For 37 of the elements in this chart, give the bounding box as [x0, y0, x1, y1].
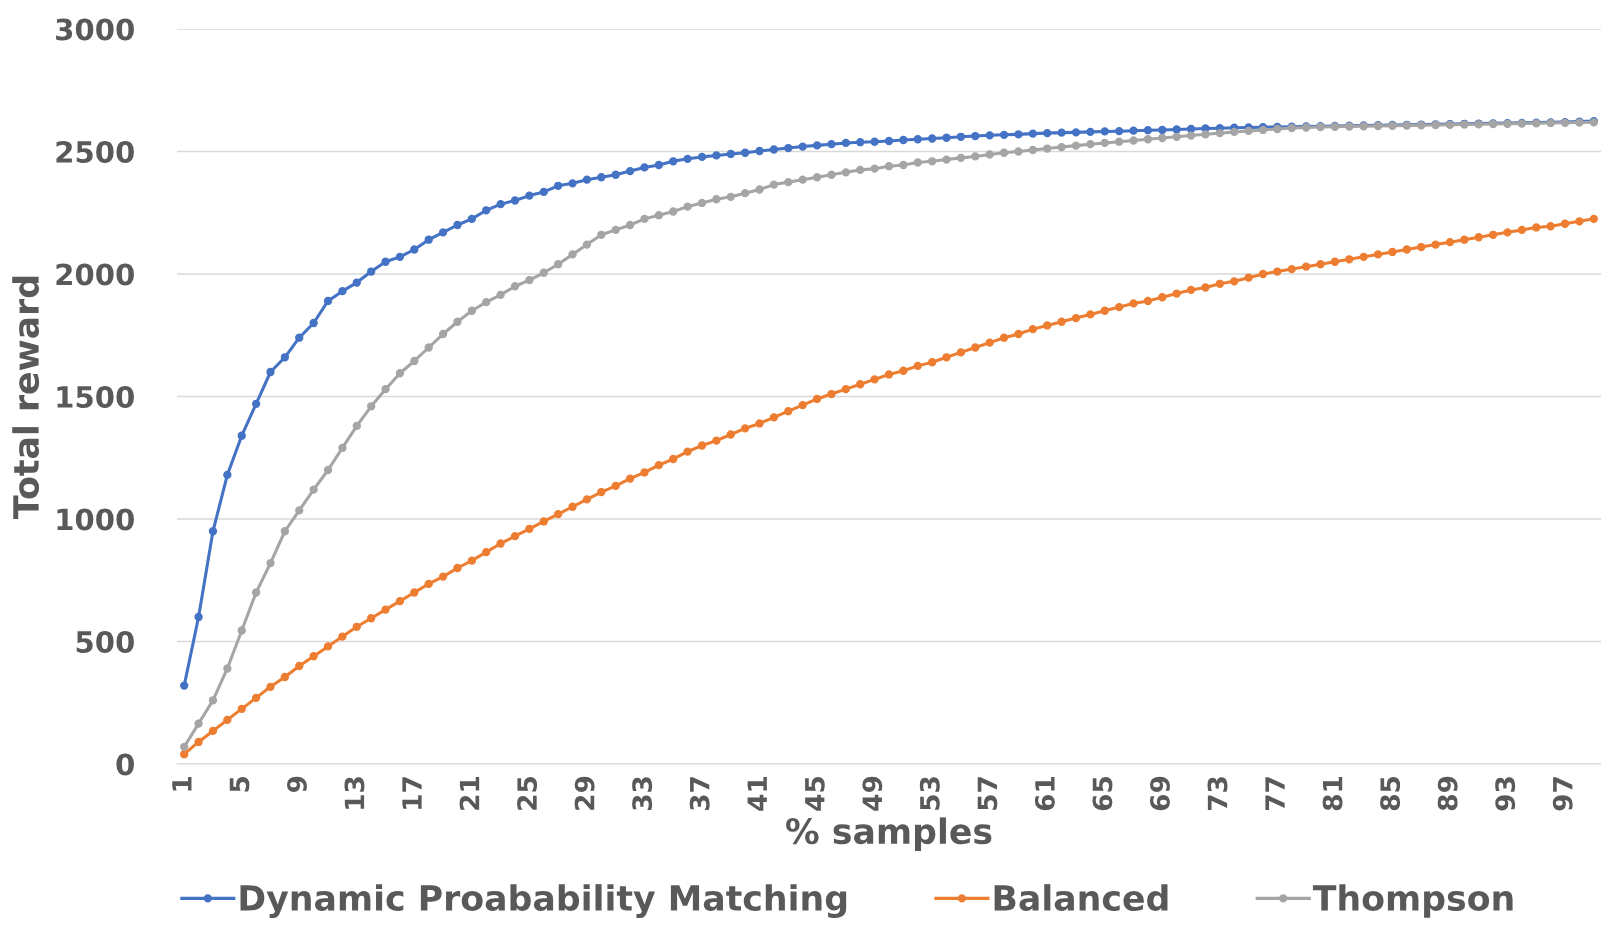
x-tick-label: 1: [172, 776, 192, 791]
y-tick-label: 0: [116, 753, 134, 776]
legend-label: Dynamic Proabability Matching: [240, 884, 847, 919]
x-tick-label: 13: [344, 777, 365, 809]
x-tick-label: 89: [1437, 776, 1458, 811]
x-axis-title: % samples: [786, 817, 992, 851]
x-tick-label: 65: [1092, 776, 1113, 811]
x-tick-label: 73: [1207, 777, 1228, 811]
x-tick-label: 93: [1495, 777, 1516, 811]
x-tick-label: 29: [574, 776, 595, 810]
y-tick-label: 2000: [56, 263, 134, 286]
x-tick-label: 21: [459, 776, 480, 810]
y-tick-label: 2500: [56, 140, 134, 163]
y-tick-label: 1000: [57, 508, 134, 531]
x-tick-label: 61: [1034, 776, 1055, 811]
x-tick-label: 77: [1265, 777, 1285, 811]
x-tick-label: 69: [1150, 776, 1170, 811]
y-tick-label: 3000: [56, 18, 134, 41]
legend-label: Balanced: [994, 884, 1168, 912]
x-tick-label: 53: [919, 777, 940, 810]
x-tick-label: 33: [632, 777, 653, 811]
x-tick-label: 49: [862, 776, 883, 811]
y-axis-title: Total reward: [12, 276, 40, 519]
x-tick-label: 17: [402, 777, 422, 809]
x-tick-label: 97: [1552, 777, 1573, 811]
x-tick-label: 85: [1380, 776, 1401, 811]
x-tick-label: 37: [689, 777, 710, 811]
x-tick-label: 57: [977, 777, 998, 810]
x-tick-label: 81: [1322, 776, 1343, 811]
x-tick-label: 45: [805, 776, 825, 811]
y-tick-label: 1500: [57, 385, 134, 408]
x-tick-label: 25: [517, 776, 538, 810]
legend-label: Thompson: [1312, 884, 1513, 918]
x-tick-label: 9: [286, 776, 307, 793]
x-tick-label: 41: [747, 776, 767, 811]
x-tick-label: 5: [229, 776, 250, 792]
y-tick-label: 500: [76, 630, 134, 653]
